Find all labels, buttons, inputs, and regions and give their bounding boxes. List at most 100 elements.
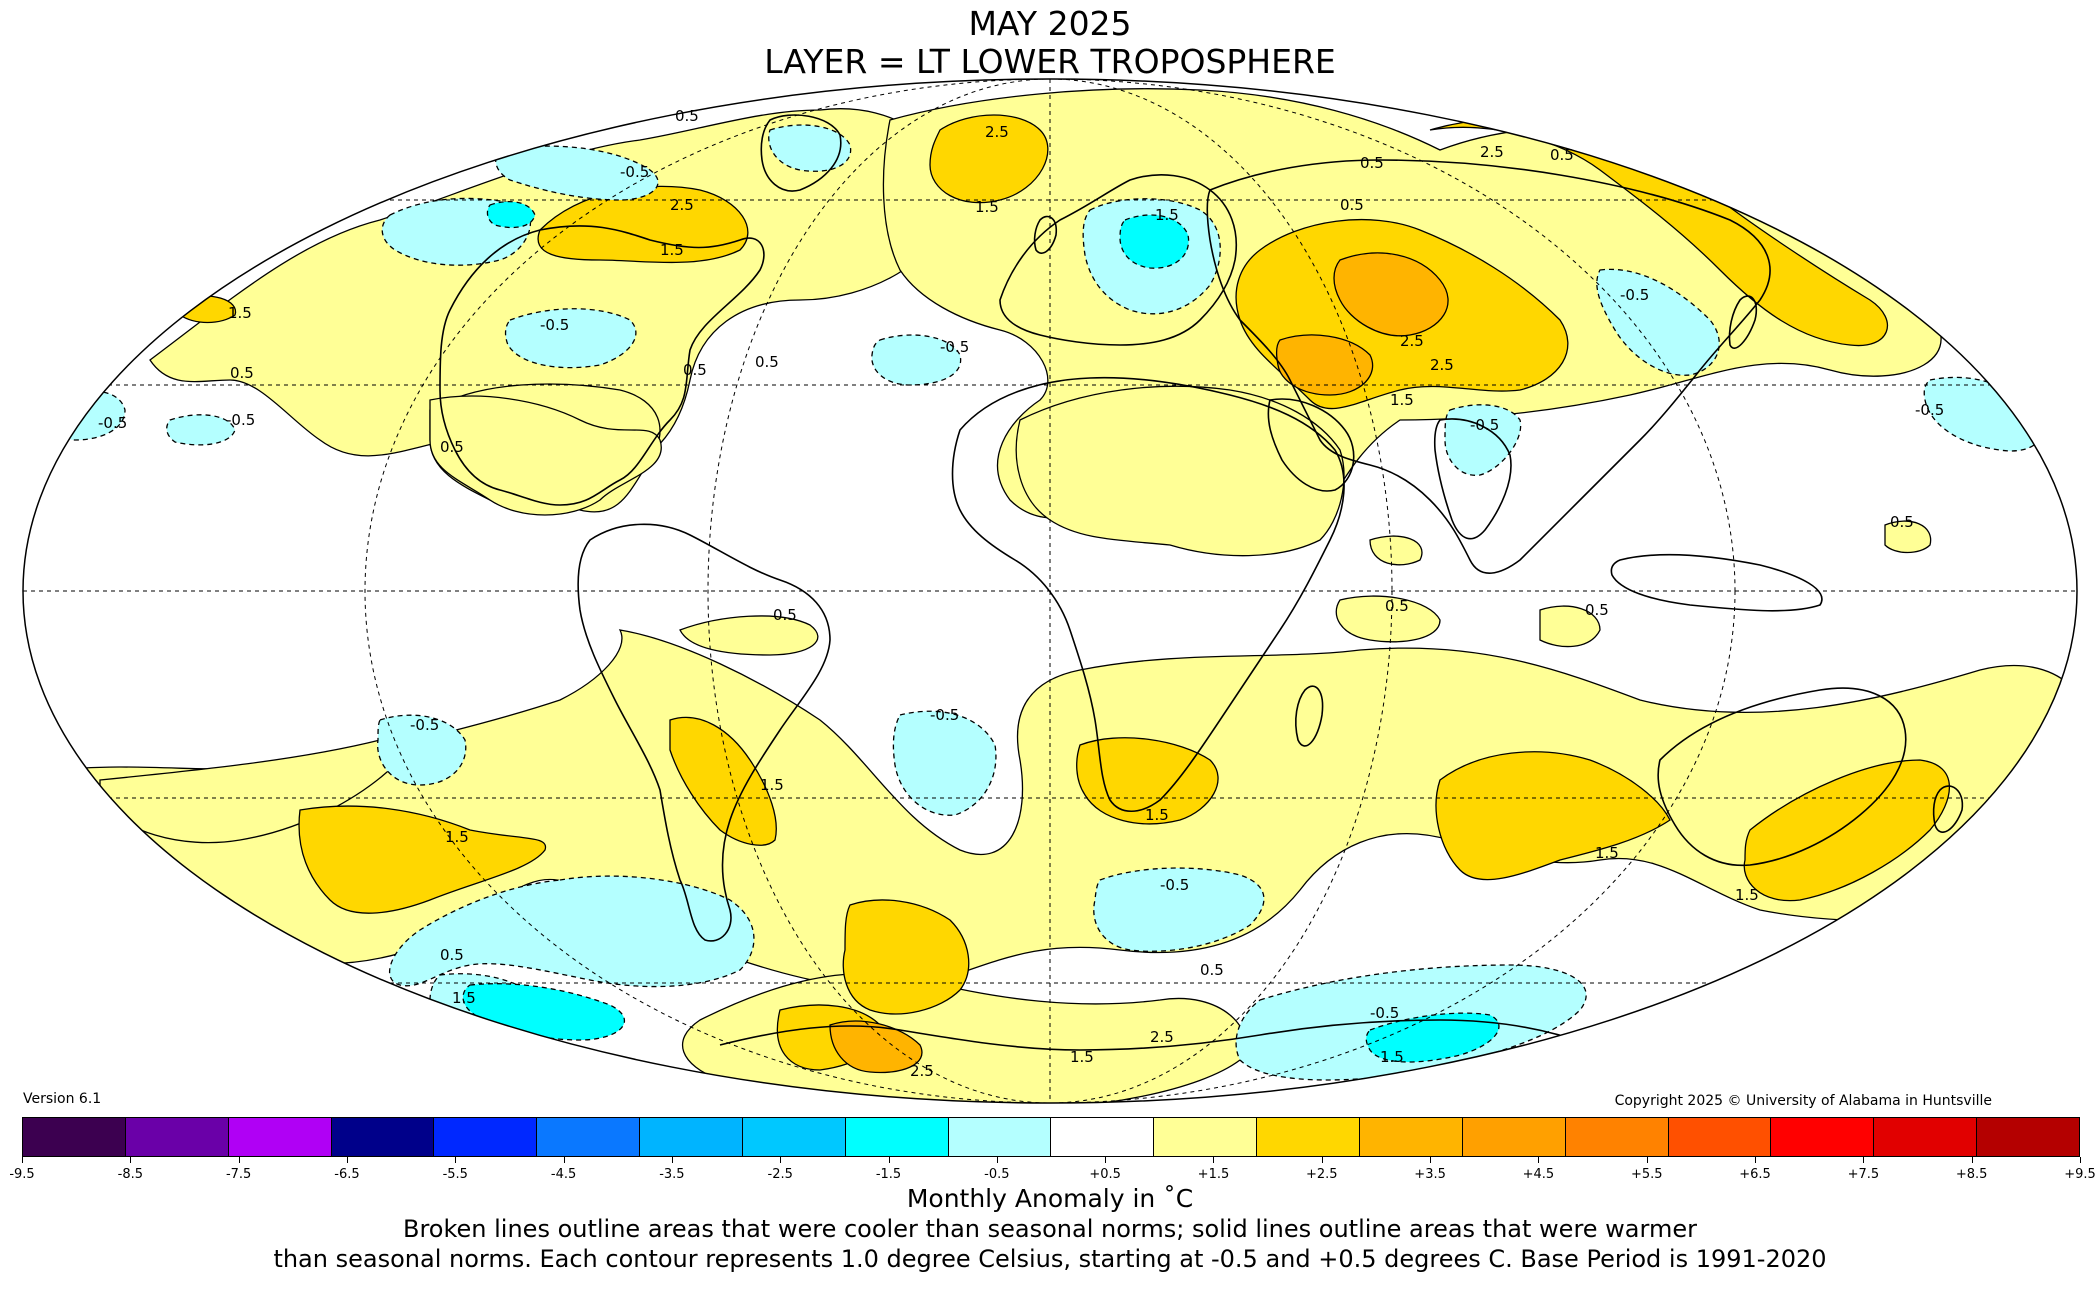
contour-label: -0.5	[410, 716, 439, 734]
colorbar-tick-label: -1.5	[875, 1167, 902, 1182]
warm15-south-america	[669, 716, 777, 846]
warm-region-amazon	[679, 615, 819, 656]
colorbar-tick-mark	[996, 1157, 998, 1163]
colorbar-swatch	[434, 1118, 538, 1156]
colorbar-tick-mark	[130, 1157, 132, 1163]
cool15-southern-ocean-east	[1365, 1012, 1500, 1063]
colorbar-tick-mark	[888, 1157, 890, 1163]
contour-label: 0.5	[1585, 601, 1609, 619]
colorbar-swatch	[640, 1118, 743, 1156]
japan-outline	[1728, 295, 1758, 349]
cool-region-southern-ocean-west	[389, 875, 755, 988]
colorbar-swatch	[331, 1118, 435, 1156]
greenland-outline	[760, 114, 842, 192]
colorbar-tick-label: -5.5	[442, 1167, 468, 1182]
warm-region-indian-small	[1335, 595, 1441, 643]
contour-label: -0.5	[226, 411, 255, 429]
continent-outlines	[439, 114, 1964, 1051]
colorbar-tick-label: -9.5	[9, 1167, 35, 1182]
colorbar-swatch	[845, 1118, 949, 1156]
colorbar-tick-label: +9.5	[2064, 1167, 2096, 1182]
cool-region-india	[1444, 404, 1522, 476]
cool-region-north-pacific	[504, 308, 637, 369]
south-america-outline	[577, 523, 831, 942]
contour-label: 1.5	[1380, 1048, 1404, 1066]
contour-labels: 0.5 -0.5 -0.5 -0.5 -0.5 -0.5 -0.5 -0.5 -…	[98, 107, 1944, 1080]
contour-label: 0.5	[675, 107, 699, 125]
colorbar-tick-mark	[563, 1157, 565, 1163]
warm25-central-asia	[1333, 252, 1449, 337]
colorbar-tick-label: -0.5	[984, 1167, 1010, 1182]
colorbar-tick-label: +3.5	[1414, 1167, 1446, 1182]
anomaly-fields	[57, 88, 2077, 1103]
warm-region-south-pacific	[99, 739, 401, 844]
contour-label: -0.5	[620, 163, 649, 181]
uk-outline	[1033, 215, 1058, 254]
contour-label: 2.5	[985, 123, 1009, 141]
colorbar-swatch	[742, 1118, 846, 1156]
warm-region-west-pacific-small	[1884, 520, 1932, 554]
colorbar-swatch	[1771, 1118, 1875, 1156]
contour-label: 2.5	[910, 1062, 934, 1080]
globe-outline	[22, 78, 2078, 1104]
colorbar-swatch	[948, 1118, 1052, 1156]
cool-region-south-pacific-east	[377, 714, 467, 786]
contour-label: -0.5	[930, 706, 959, 724]
map-subtitle: LAYER = LT LOWER TROPOSPHERE	[764, 42, 1336, 81]
contour-label: 0.5	[683, 361, 707, 379]
warm15-indian-ocean	[1435, 751, 1671, 881]
colorbar-tick-label: -4.5	[550, 1167, 577, 1182]
contour-label: 1.5	[1070, 1048, 1094, 1066]
contour-label: -0.5	[1470, 416, 1499, 434]
contour-label: 0.5	[1385, 597, 1409, 615]
map-title: MAY 2025	[968, 4, 1132, 43]
contour-label: -0.5	[98, 414, 127, 432]
contour-label: 0.5	[1340, 196, 1364, 214]
contour-label: 0.5	[1360, 154, 1384, 172]
colorbar-swatch	[1668, 1118, 1772, 1156]
anomaly-map: 0.5 -0.5 -0.5 -0.5 -0.5 -0.5 -0.5 -0.5 -…	[22, 78, 2078, 1104]
colorbar-swatch	[1257, 1118, 1360, 1156]
contour-label: 2.5	[670, 196, 694, 214]
colorbar-tick-label: -7.5	[225, 1167, 252, 1182]
colorbar-swatch	[1359, 1118, 1463, 1156]
contour-label: 1.5	[1595, 844, 1619, 862]
colorbar-tick-mark	[671, 1157, 673, 1163]
colorbar-tick-label: +5.5	[1630, 1167, 1663, 1182]
colorbar-tick-mark	[2080, 1157, 2081, 1163]
warm-region-north-africa	[1015, 385, 1345, 557]
colorbar-tick-label: -6.5	[334, 1167, 360, 1182]
colorbar-tick-mark	[1646, 1157, 1648, 1163]
contour-label: 0.5	[1890, 513, 1914, 531]
india-outline	[1433, 418, 1512, 540]
contour-label: 0.5	[1550, 146, 1574, 164]
copyright-notice: Copyright 2025 © University of Alabama i…	[1614, 1093, 1992, 1109]
colorbar-swatch	[228, 1118, 332, 1156]
contour-label: 1.5	[1155, 206, 1179, 224]
explanation-line-1: Broken lines outline areas that were coo…	[403, 1215, 1697, 1243]
contour-label: 0.5	[773, 606, 797, 624]
contour-label: -0.5	[1620, 286, 1649, 304]
contour-label: -0.5	[1160, 876, 1189, 894]
colorbar-tick-label: +2.5	[1305, 1167, 1338, 1182]
contour-label: 2.5	[1430, 356, 1454, 374]
colorbar-tick-mark	[1321, 1157, 1323, 1163]
colorbar	[22, 1117, 2080, 1157]
australia-outline	[1657, 687, 1907, 867]
contour-label: -0.5	[940, 338, 969, 356]
cool15-central-europe	[1119, 214, 1190, 269]
cool-region-south-atlantic	[892, 710, 997, 816]
colorbar-swatch	[1977, 1118, 2079, 1156]
cool15-canada-arctic	[486, 201, 536, 229]
colorbar-swatch	[125, 1118, 229, 1156]
north-america-outline	[439, 225, 765, 506]
warm15-scandinavia	[929, 114, 1049, 204]
colorbar-tick-mark	[1863, 1157, 1865, 1163]
colorbar-tick-mark	[1213, 1157, 1215, 1163]
arabia-outline	[1267, 398, 1355, 492]
colorbar-label: Monthly Anomaly in ˚C	[906, 1184, 1194, 1213]
colorbar-tick-mark	[1430, 1157, 1432, 1163]
warm15-australia-south	[1743, 759, 1950, 902]
contour-label: 1.5	[1145, 806, 1169, 824]
contour-label: 1.5	[1390, 391, 1414, 409]
